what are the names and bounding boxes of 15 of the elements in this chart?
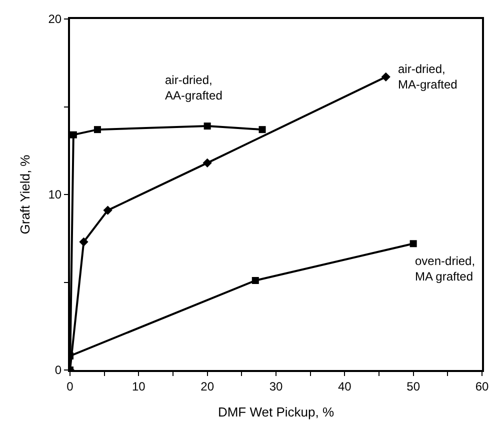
series-label: oven-dried, MA grafted (415, 254, 476, 284)
y-tick-label: 10 (48, 188, 62, 202)
series-label: air-dried, MA-grafted (398, 62, 458, 92)
x-tick-label: 40 (338, 379, 352, 394)
x-tick-label: 20 (200, 379, 214, 394)
series-label: air-dried, AA-grafted (165, 73, 222, 103)
x-tick-label: 10 (132, 379, 146, 394)
y-axis-title: Graft Yield, % (18, 154, 33, 234)
y-tick-label: 20 (48, 12, 62, 26)
x-tick-label: 60 (475, 379, 489, 394)
x-tick-label: 30 (269, 379, 283, 394)
x-axis-title: DMF Wet Pickup, % (218, 404, 334, 420)
y-tick-label: 0 (54, 363, 62, 378)
x-tick-label: 50 (406, 379, 420, 394)
x-tick-label: 0 (66, 379, 74, 394)
